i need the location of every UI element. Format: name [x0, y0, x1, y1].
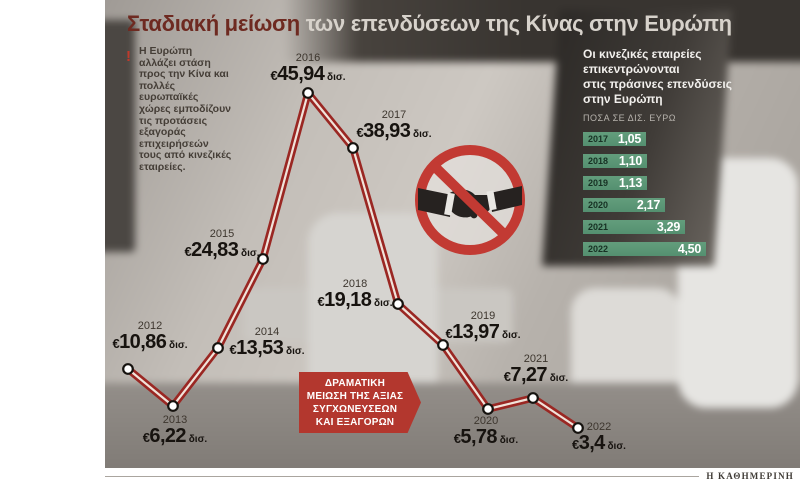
- title-accent: Σταδιακή μείωση: [127, 11, 300, 36]
- point-value: €5,78 δισ.: [453, 426, 519, 448]
- callout-line: ΚΑΙ ΕΞΑΓΟΡΩΝ: [315, 416, 395, 428]
- footer-rule: [105, 475, 700, 477]
- point-value: €10,86 δισ.: [112, 331, 188, 353]
- panel-title-line: επικεντρώνονται: [583, 62, 680, 76]
- bar-year: 2021: [588, 222, 609, 232]
- point-value: €6,22 δισ.: [142, 425, 208, 447]
- title-rest: των επενδύσεων της Κίνας στην Ευρώπη: [305, 11, 732, 36]
- green-bar: 2020 2,17: [583, 198, 665, 212]
- bar-value: 2,17: [636, 198, 660, 212]
- callout-line: ΜΕΙΩΣΗ ΤΗΣ ΑΞΙΑΣ: [306, 390, 404, 402]
- bar-row: 2020 2,17: [583, 198, 733, 212]
- intro-note: ! Η Ευρώπη αλλάζει στάση προς την Κίνα κ…: [126, 45, 232, 174]
- point-label: 2015 €24,83 δισ.: [185, 228, 260, 264]
- bar-row: 2019 1,13: [583, 176, 733, 190]
- green-investments-panel: Οι κινεζικές εταιρείες επικεντρώνονται σ…: [583, 47, 733, 264]
- green-bar: 2017 1,05: [583, 132, 646, 146]
- page-title: Σταδιακή μείωση των επενδύσεων της Κίνας…: [127, 11, 732, 37]
- green-bar: 2022 4,50: [583, 242, 706, 256]
- point-value: €24,83 δισ.: [184, 239, 260, 261]
- point-label: 2022 €3,4 δισ.: [572, 421, 626, 457]
- point-label: 2018 €19,18 δισ.: [318, 278, 393, 314]
- point-year: 2022: [586, 421, 612, 433]
- no-handshake-icon: [415, 145, 525, 255]
- point-value: €45,94 δισ.: [270, 63, 346, 85]
- point-label: 2021 €7,27 δισ.: [504, 353, 568, 389]
- brand-logo: Η ΚΑΘΗΜΕΡΙΝΗ: [706, 471, 794, 481]
- point-label: 2019 €13,97 δισ.: [446, 310, 521, 346]
- bar-row: 2022 4,50: [583, 242, 733, 256]
- bar-value: 1,10: [618, 154, 642, 168]
- bar-value: 1,05: [617, 132, 641, 146]
- panel-title-line: Οι κινεζικές εταιρείες: [583, 47, 702, 61]
- bar-value: 3,29: [656, 220, 680, 234]
- exclamation-icon: !: [126, 48, 131, 65]
- intro-text: Η Ευρώπη αλλάζει στάση προς την Κίνα και…: [139, 45, 232, 173]
- bar-year: 2018: [588, 156, 609, 166]
- point-value: €3,4 δισ.: [572, 432, 626, 454]
- bar-year: 2019: [588, 178, 609, 188]
- callout-line: ΔΡΑΜΑΤΙΚΗ: [324, 377, 386, 389]
- point-year: 2016: [295, 52, 321, 64]
- bar-row: 2018 1,10: [583, 154, 733, 168]
- bar-year: 2017: [588, 134, 609, 144]
- point-value: €7,27 δισ.: [503, 364, 569, 386]
- green-bar: 2021 3,29: [583, 220, 685, 234]
- callout-line: ΣΥΓΧΩΝΕΥΣΕΩΝ: [312, 403, 398, 415]
- panel-title-line: στην Ευρώπη: [583, 92, 663, 106]
- green-bars-chart: 2017 1,05 2018 1,10 2019 1,13 2020 2,17 2021 3,29…: [583, 132, 733, 256]
- footer: Η ΚΑΘΗΜΕΡΙΝΗ: [105, 471, 794, 481]
- point-label: 2014 €13,53 δισ.: [230, 326, 305, 362]
- point-label: 2013 €6,22 δισ.: [143, 414, 207, 450]
- bar-year: 2020: [588, 200, 609, 210]
- bar-value: 1,13: [618, 176, 642, 190]
- green-bar: 2019 1,13: [583, 176, 647, 190]
- ma-decline-callout: ΔΡΑΜΑΤΙΚΗ ΜΕΙΩΣΗ ΤΗΣ ΑΞΙΑΣ ΣΥΓΧΩΝΕΥΣΕΩΝ …: [299, 372, 421, 433]
- panel-title-line: στις πράσινες επενδύσεις: [583, 77, 732, 91]
- bar-row: 2021 3,29: [583, 220, 733, 234]
- green-bar: 2018 1,10: [583, 154, 647, 168]
- point-label: 2016 €45,94 δισ.: [271, 52, 346, 88]
- point-label: 2020 €5,78 δισ.: [454, 415, 518, 451]
- bar-row: 2017 1,05: [583, 132, 733, 146]
- point-value: €19,18 δισ.: [317, 289, 393, 311]
- point-value: €38,93 δισ.: [356, 120, 432, 142]
- point-value: €13,53 δισ.: [229, 337, 305, 359]
- point-value: €13,97 δισ.: [445, 321, 521, 343]
- point-label: 2012 €10,86 δισ.: [113, 320, 188, 356]
- panel-title: Οι κινεζικές εταιρείες επικεντρώνονται σ…: [583, 47, 733, 107]
- point-label: 2017 €38,93 δισ.: [357, 109, 432, 145]
- bar-year: 2022: [588, 244, 609, 254]
- panel-subtitle: ΠΟΣΑ ΣΕ ΔΙΣ. ΕΥΡΩ: [583, 113, 676, 123]
- bar-value: 4,50: [677, 242, 701, 256]
